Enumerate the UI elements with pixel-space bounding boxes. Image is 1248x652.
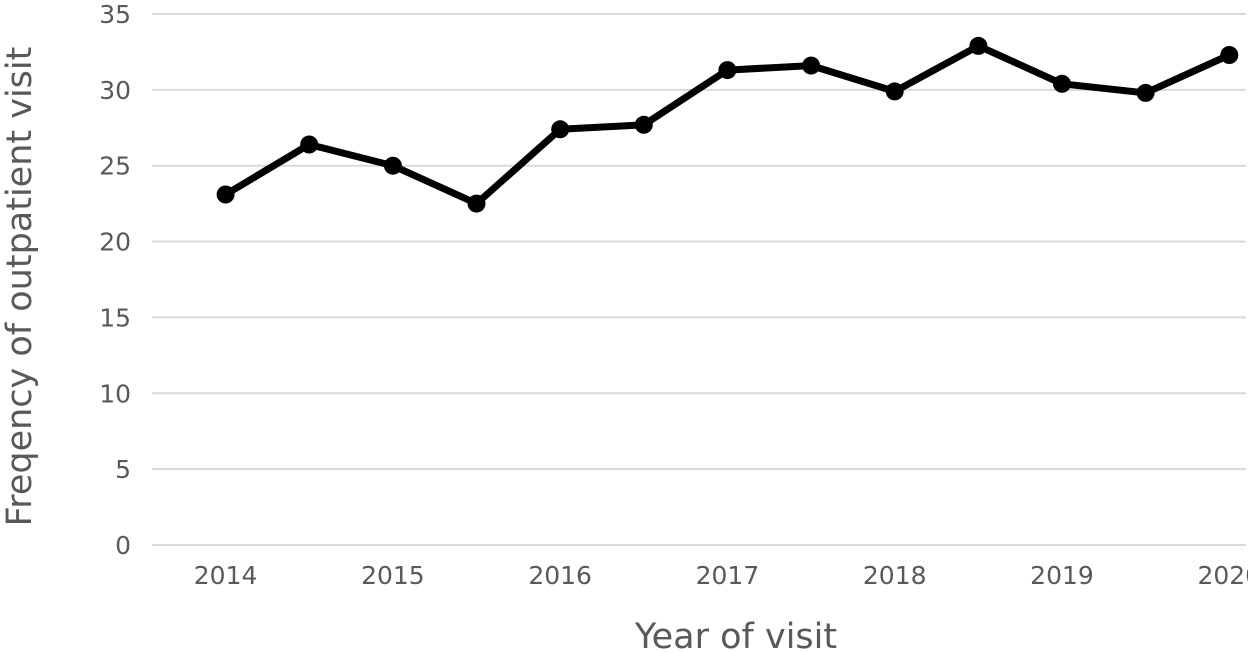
- x-tick-label: 2019: [1030, 561, 1094, 590]
- x-tick-label: 2020: [1197, 561, 1248, 590]
- y-tick-label: 10: [99, 379, 131, 408]
- data-point: [718, 61, 737, 80]
- data-point: [467, 194, 486, 213]
- data-point: [969, 36, 988, 55]
- data-point: [634, 115, 653, 134]
- data-point: [300, 135, 319, 154]
- y-tick-label: 0: [115, 531, 131, 560]
- x-tick-label: 2018: [863, 561, 927, 590]
- y-tick-label: 30: [99, 76, 131, 105]
- data-point: [885, 82, 904, 101]
- x-tick-label: 2016: [528, 561, 592, 590]
- data-point: [802, 56, 821, 75]
- x-axis-title: Year of visit: [634, 617, 837, 652]
- x-tick-label: 2014: [194, 561, 258, 590]
- data-point: [1136, 83, 1155, 102]
- y-tick-label: 35: [99, 0, 131, 29]
- x-tick-label: 2015: [361, 561, 425, 590]
- y-tick-label: 25: [99, 152, 131, 181]
- y-tick-label: 5: [115, 455, 131, 484]
- series: [216, 36, 1239, 213]
- gridlines: [152, 13, 1246, 546]
- x-axis-ticks: 2014 2015 2016 2017 2018 2019 2020: [194, 561, 1248, 590]
- y-axis-title: Freqency of outpatient visit: [0, 47, 40, 527]
- y-tick-label: 15: [99, 303, 131, 332]
- data-point: [216, 185, 235, 204]
- data-point: [551, 120, 570, 139]
- y-tick-label: 20: [99, 228, 131, 257]
- data-point: [383, 156, 402, 175]
- x-tick-label: 2017: [696, 561, 760, 590]
- data-point: [1220, 46, 1239, 64]
- data-point: [1053, 74, 1071, 93]
- y-axis-ticks: 0 5 10 15 20 25 30 35: [99, 0, 131, 560]
